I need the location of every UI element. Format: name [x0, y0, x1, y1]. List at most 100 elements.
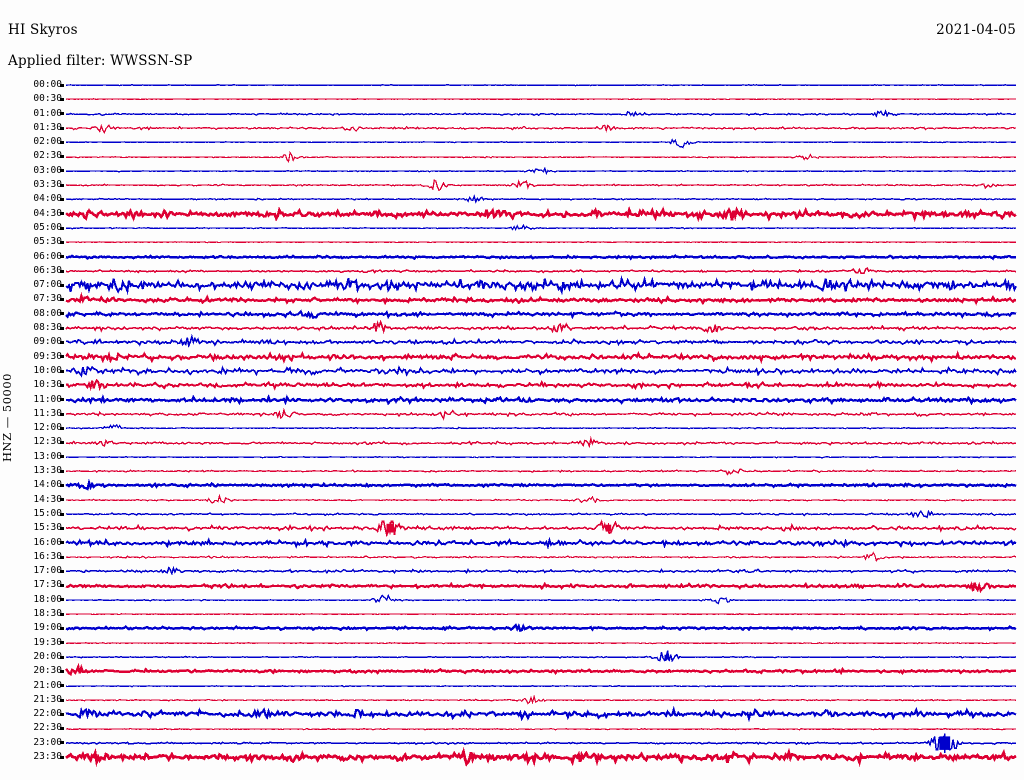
trace-waveform — [65, 364, 1017, 378]
time-tick-label: 06:30 — [33, 264, 62, 276]
row-tick-marker — [60, 555, 64, 559]
trace-row: 15:30 — [0, 519, 1024, 538]
time-tick-label: 06:00 — [33, 250, 62, 262]
time-tick-label: 23:30 — [33, 751, 62, 763]
time-tick-label: 13:30 — [33, 465, 62, 477]
trace-waveform — [65, 178, 1017, 192]
trace-waveform — [65, 319, 1017, 335]
time-tick-label: 16:30 — [33, 550, 62, 562]
row-tick-marker — [60, 183, 64, 187]
row-tick-marker — [60, 512, 64, 516]
time-tick-label: 17:30 — [33, 579, 62, 591]
time-tick-label: 22:00 — [33, 708, 62, 720]
trace-row: 03:30 — [0, 178, 1024, 192]
trace-waveform — [65, 264, 1017, 278]
time-tick-label: 09:00 — [33, 336, 62, 348]
row-tick-marker — [60, 212, 64, 216]
trace-waveform — [65, 78, 1017, 92]
row-tick-marker — [60, 655, 64, 659]
trace-row: 15:00 — [0, 507, 1024, 521]
time-tick-label: 07:30 — [33, 293, 62, 305]
row-tick-marker — [60, 669, 64, 673]
applied-filter-label: Applied filter: WWSSN-SP — [8, 53, 193, 69]
row-tick-marker — [60, 240, 64, 244]
trace-row: 01:00 — [0, 107, 1024, 121]
trace-waveform — [65, 593, 1017, 607]
trace-row: 22:00 — [0, 706, 1024, 723]
row-tick-marker — [60, 369, 64, 373]
trace-waveform — [65, 464, 1017, 478]
trace-row: 11:00 — [0, 393, 1024, 407]
trace-waveform — [65, 663, 1017, 678]
row-tick-marker — [60, 541, 64, 545]
trace-row: 09:00 — [0, 334, 1024, 349]
time-tick-label: 10:00 — [33, 364, 62, 376]
time-tick-label: 18:30 — [33, 608, 62, 620]
trace-row: 07:30 — [0, 291, 1024, 307]
trace-row: 17:00 — [0, 564, 1024, 578]
trace-waveform — [65, 722, 1017, 736]
time-tick-label: 11:30 — [33, 407, 62, 419]
trace-waveform — [65, 536, 1017, 550]
trace-waveform — [65, 621, 1017, 635]
trace-waveform — [65, 733, 1017, 753]
trace-row: 04:30 — [0, 205, 1024, 222]
trace-row: 12:30 — [0, 435, 1024, 450]
time-tick-label: 10:30 — [33, 379, 62, 391]
trace-row: 19:30 — [0, 636, 1024, 650]
row-tick-marker — [60, 326, 64, 330]
time-tick-label: 15:00 — [33, 507, 62, 519]
time-tick-label: 21:00 — [33, 679, 62, 691]
row-tick-marker — [60, 140, 64, 144]
row-tick-marker — [60, 226, 64, 230]
time-tick-label: 01:30 — [33, 121, 62, 133]
trace-row: 22:30 — [0, 722, 1024, 736]
date-label: 2021-04-05 — [936, 22, 1016, 38]
time-tick-label: 20:00 — [33, 650, 62, 662]
trace-waveform — [65, 192, 1017, 206]
trace-waveform — [65, 706, 1017, 723]
trace-waveform — [65, 221, 1017, 235]
time-tick-label: 14:30 — [33, 493, 62, 505]
trace-row: 14:00 — [0, 478, 1024, 492]
seismogram-plot: 00:00 00:30 01:00 01:30 02:00 02:30 03:00 03:30… — [0, 78, 1024, 778]
trace-waveform — [65, 107, 1017, 121]
time-tick-label: 19:00 — [33, 622, 62, 634]
trace-row: 17:30 — [0, 579, 1024, 593]
time-tick-label: 01:00 — [33, 107, 62, 119]
trace-waveform — [65, 407, 1017, 421]
trace-row: 23:00 — [0, 733, 1024, 753]
trace-row: 10:00 — [0, 364, 1024, 378]
trace-waveform — [65, 579, 1017, 593]
time-tick-label: 13:00 — [33, 450, 62, 462]
time-tick-label: 08:00 — [33, 307, 62, 319]
row-tick-marker — [60, 712, 64, 716]
row-tick-marker — [60, 441, 64, 445]
row-tick-marker — [60, 255, 64, 259]
trace-waveform — [65, 150, 1017, 164]
trace-waveform — [65, 291, 1017, 307]
trace-waveform — [65, 393, 1017, 407]
row-tick-marker — [60, 83, 64, 87]
time-tick-label: 02:00 — [33, 136, 62, 148]
trace-row: 00:30 — [0, 92, 1024, 106]
row-tick-marker — [60, 355, 64, 359]
trace-row: 16:30 — [0, 550, 1024, 564]
trace-waveform — [65, 350, 1017, 364]
time-tick-label: 21:30 — [33, 693, 62, 705]
trace-row: 00:00 — [0, 78, 1024, 92]
row-tick-marker — [60, 198, 64, 202]
trace-row: 11:30 — [0, 407, 1024, 421]
row-tick-marker — [60, 269, 64, 273]
time-tick-label: 09:30 — [33, 350, 62, 362]
row-tick-marker — [60, 484, 64, 488]
trace-row: 07:00 — [0, 275, 1024, 296]
trace-row: 09:30 — [0, 350, 1024, 364]
trace-row: 19:00 — [0, 621, 1024, 635]
time-tick-label: 02:30 — [33, 150, 62, 162]
trace-waveform — [65, 650, 1017, 664]
trace-row: 12:00 — [0, 421, 1024, 435]
trace-row: 02:30 — [0, 150, 1024, 164]
trace-waveform — [65, 92, 1017, 106]
row-tick-marker — [60, 383, 64, 387]
